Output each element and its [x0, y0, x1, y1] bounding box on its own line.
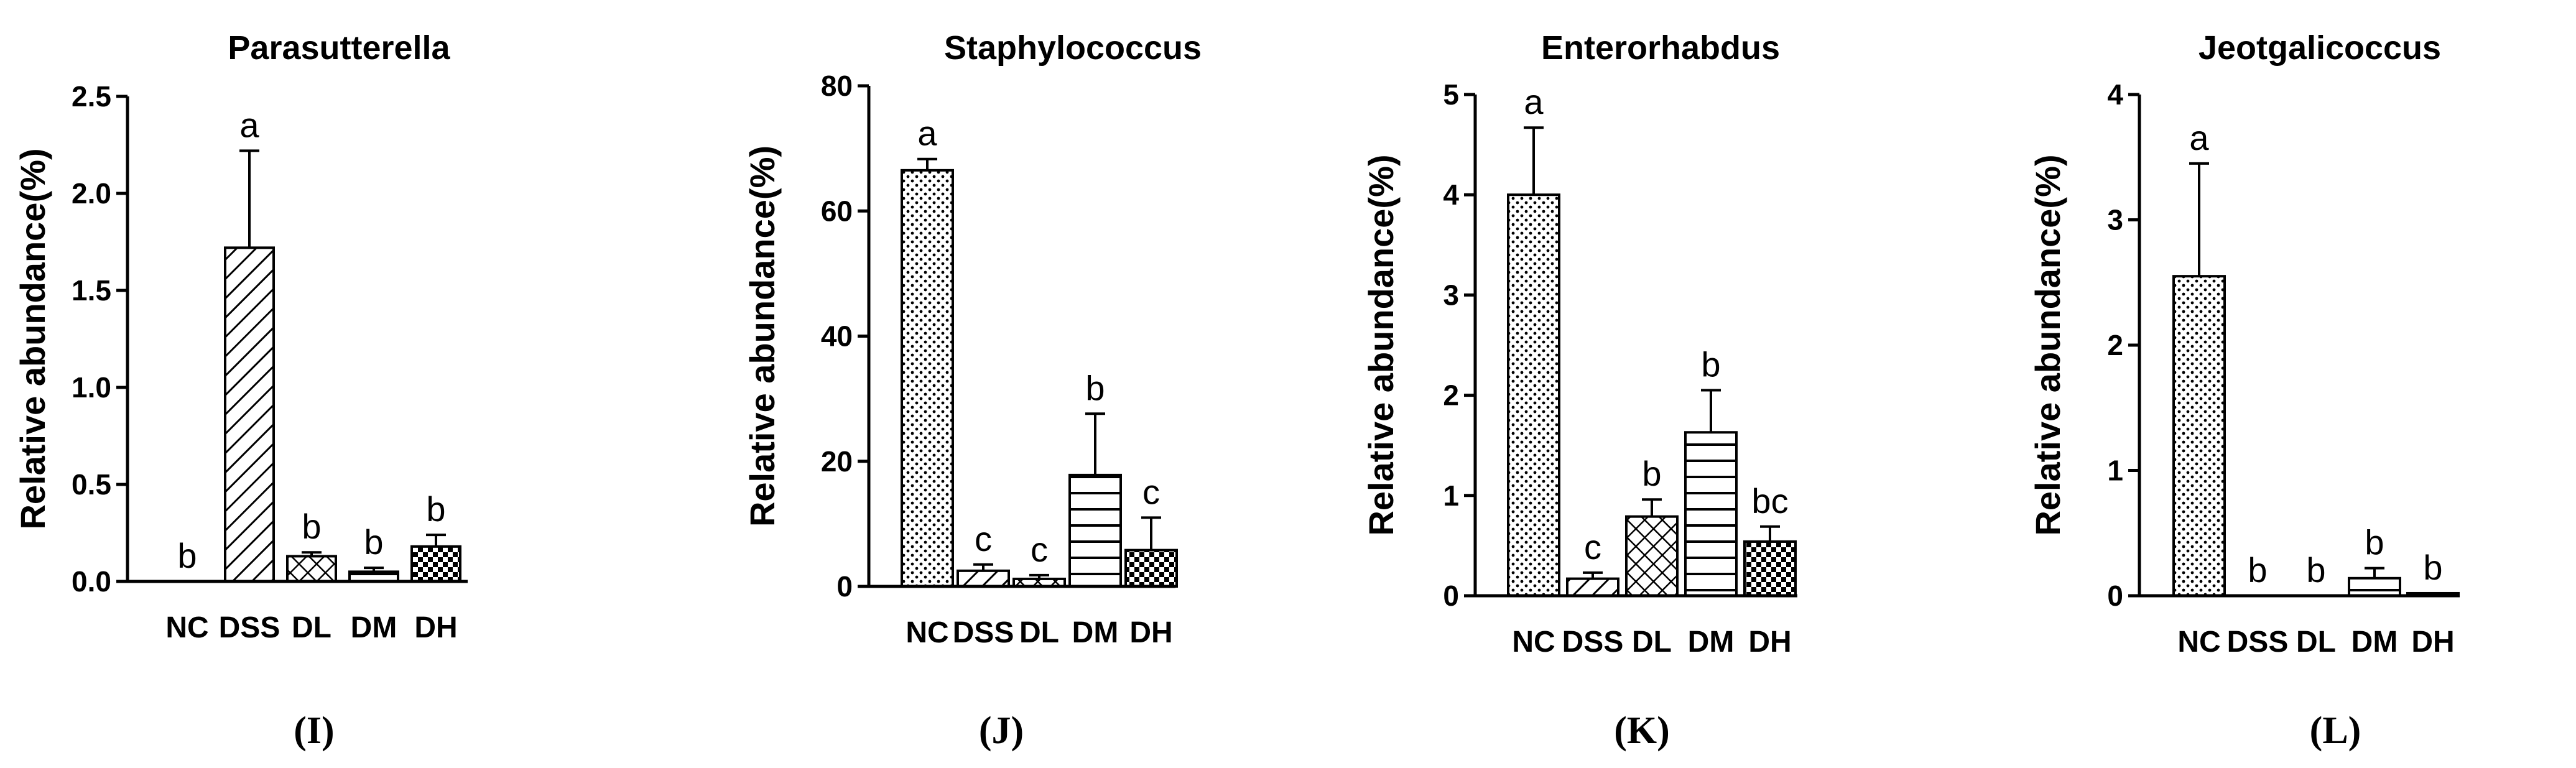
y-tick-label: 2	[1443, 379, 1459, 412]
significance-letter: b	[1701, 345, 1720, 384]
significance-letter: b	[364, 522, 383, 562]
bar-dm	[1684, 431, 1738, 598]
y-tick-label: 0	[2107, 580, 2123, 612]
y-tick-label: 4	[2107, 78, 2123, 111]
y-tick-label: 60	[821, 195, 853, 227]
bar-dh	[1743, 540, 1797, 598]
x-tick-label: DM	[2351, 626, 2398, 659]
x-tick-label: NC	[2177, 626, 2220, 659]
chart-panel-1: Parasutterella Relative abundance(%) b NC a D…	[13, 29, 468, 752]
x-tick-label: DH	[1748, 626, 1791, 659]
x-tick-label: DSS	[953, 616, 1014, 649]
x-tick-label: DSS	[219, 611, 280, 644]
chart-title: Staphylococcus	[944, 29, 1202, 67]
significance-letter: b	[2365, 523, 2384, 562]
x-tick-label: DSS	[1562, 626, 1624, 659]
x-tick-label: NC	[906, 616, 948, 649]
bar-dl	[1625, 515, 1679, 597]
y-tick-label: 1.0	[72, 371, 111, 404]
y-tick-label: 5	[1443, 78, 1459, 111]
x-tick-label: DL	[2296, 626, 2336, 659]
chart-title: Parasutterella	[228, 29, 450, 67]
y-tick-label: 0	[1443, 580, 1459, 612]
y-axis-label: Relative abundance(%)	[13, 148, 52, 529]
x-tick-label: DM	[1072, 616, 1119, 649]
x-tick-label: DL	[1632, 626, 1672, 659]
panel-label: (L)	[2310, 710, 2361, 752]
chart-title: Jeotgalicoccus	[2198, 29, 2441, 67]
significance-letter: b	[1085, 368, 1105, 407]
panel-label: (I)	[294, 710, 334, 752]
y-tick-label: 20	[821, 445, 853, 478]
significance-letter: a	[917, 114, 937, 153]
panels-container: Parasutterella Relative abundance(%) b NC a D…	[13, 29, 2460, 752]
y-tick-label: 2.5	[72, 80, 111, 113]
significance-letter: b	[2248, 550, 2267, 590]
bar-dl	[286, 555, 337, 583]
x-tick-label: DL	[1019, 616, 1059, 649]
chart-panel-3: Enterorhabdus Relative abundance(%) a NC c DS…	[1361, 29, 1797, 752]
x-tick-label: DSS	[2227, 626, 2289, 659]
x-tick-label: DM	[1688, 626, 1735, 659]
y-tick-label: 2	[2107, 329, 2123, 361]
y-tick-label: 0	[836, 570, 853, 603]
y-tick-label: 1	[1443, 479, 1459, 512]
significance-letter: b	[177, 536, 197, 575]
chart-title: Enterorhabdus	[1541, 29, 1780, 67]
significance-letter: b	[1642, 454, 1661, 493]
chart-panel-4: Jeotgalicoccus Relative abundance(%) a NC b D…	[2028, 29, 2460, 752]
significance-letter: b	[2306, 550, 2325, 590]
chart-panel-2: Staphylococcus Relative abundance(%) a NC c D…	[743, 29, 1202, 752]
y-tick-label: 80	[821, 70, 853, 102]
significance-letter: c	[1031, 530, 1048, 569]
bar-dh	[1124, 548, 1178, 588]
bar-dm	[1068, 473, 1122, 588]
y-tick-label: 3	[1443, 279, 1459, 311]
significance-letter: a	[1524, 82, 1544, 121]
significance-letter: a	[2189, 118, 2209, 157]
significance-letter: a	[239, 105, 259, 144]
panel-label: (K)	[1614, 710, 1670, 752]
x-tick-label: DM	[351, 611, 397, 644]
x-tick-label: NC	[1512, 626, 1555, 659]
bar-nc	[901, 169, 954, 588]
significance-letter: b	[2423, 548, 2442, 587]
y-axis-label: Relative abundance(%)	[743, 146, 782, 527]
x-tick-label: DH	[414, 611, 457, 644]
significance-letter: c	[1584, 527, 1601, 567]
bar-dm	[2348, 576, 2401, 597]
significance-letter: bc	[1751, 481, 1788, 520]
significance-letter: b	[302, 507, 321, 546]
y-tick-label: 40	[821, 320, 853, 353]
panel-label: (J)	[979, 710, 1024, 752]
y-axis-label: Relative abundance(%)	[2028, 154, 2067, 535]
y-tick-label: 0.0	[72, 565, 111, 598]
x-tick-label: NC	[165, 611, 208, 644]
x-tick-label: DL	[292, 611, 331, 644]
x-tick-label: DH	[2411, 626, 2454, 659]
y-tick-label: 1.5	[72, 274, 111, 307]
y-tick-label: 4	[1443, 178, 1459, 211]
y-tick-label: 1	[2107, 455, 2123, 487]
x-tick-label: DH	[1129, 616, 1172, 649]
y-tick-label: 0.5	[72, 468, 111, 501]
bar-nc	[2172, 275, 2226, 597]
significance-letter: c	[975, 519, 992, 558]
y-tick-label: 3	[2107, 204, 2123, 236]
bar-dh	[410, 545, 461, 583]
bar-dss	[1566, 577, 1619, 598]
bar-nc	[1507, 193, 1560, 597]
y-tick-label: 2.0	[72, 177, 111, 210]
significance-letter: c	[1142, 472, 1160, 511]
bar-dss	[957, 569, 1010, 588]
bar-dss	[224, 246, 275, 583]
y-axis-label: Relative abundance(%)	[1361, 154, 1401, 535]
significance-letter: b	[426, 489, 445, 529]
